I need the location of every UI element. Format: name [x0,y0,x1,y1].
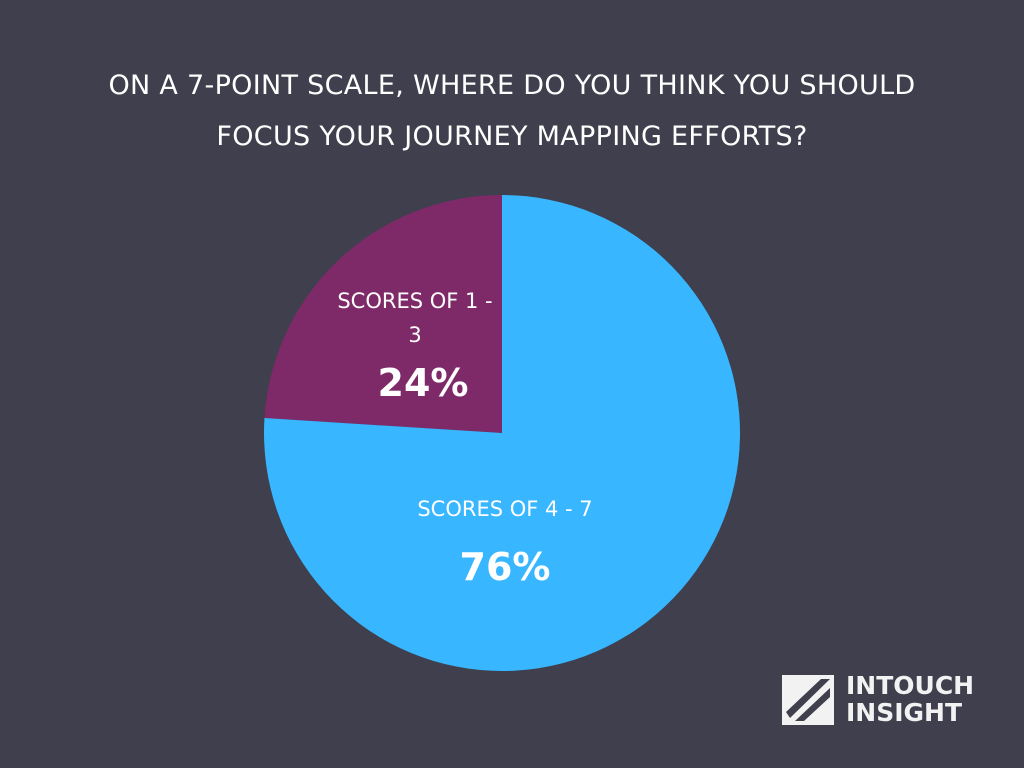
logo-line: INSIGHT [846,698,963,727]
logo-icon [782,675,834,725]
pie-slice [264,195,740,671]
logo-text: INTOUCH INSIGHT [846,672,974,726]
chart-title: ON A 7-POINT SCALE, WHERE DO YOU THINK Y… [108,70,916,152]
slice-label: SCORES OF 4 - 7 [417,497,593,521]
logo-line: INTOUCH [846,671,975,700]
value-label: 76% [459,545,551,589]
pie-slice [264,195,502,433]
slice-label: SCORES OF 1 - 3 [337,289,493,347]
value-label: 24% [377,361,469,405]
